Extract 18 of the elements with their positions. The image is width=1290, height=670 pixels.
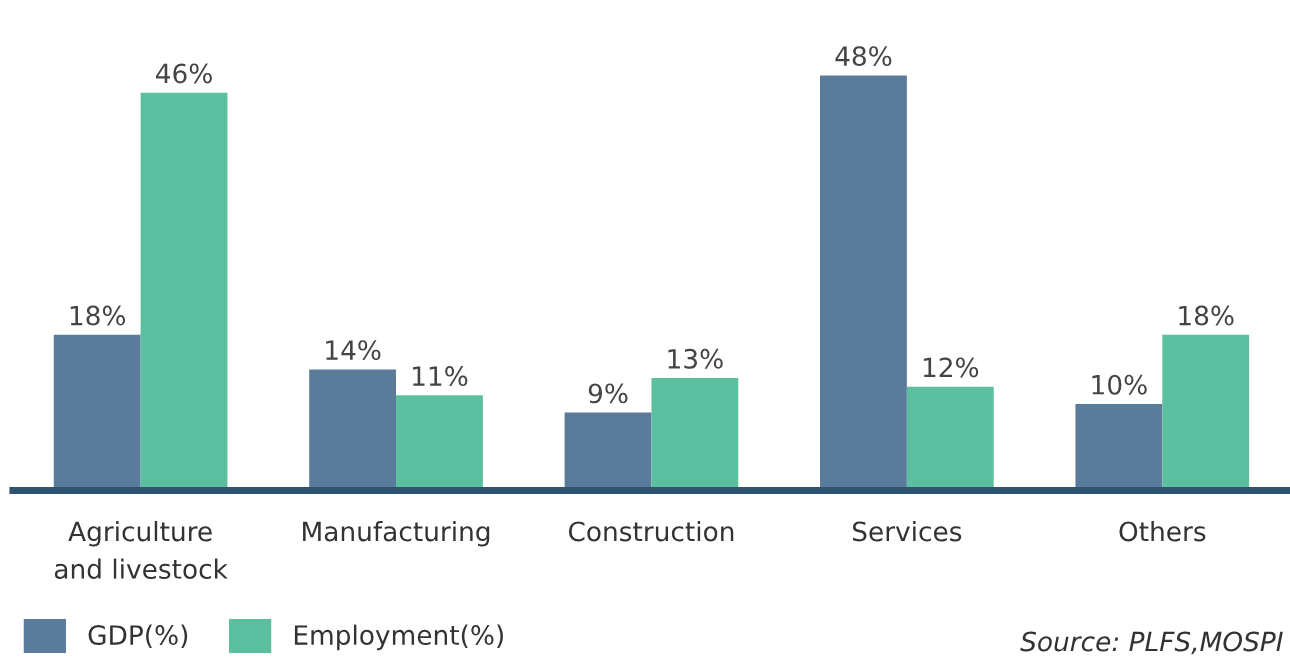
x-tick-label: Agriculture and livestock <box>54 521 228 579</box>
data-label: 14% <box>326 340 381 361</box>
data-label: 9% <box>588 383 628 404</box>
data-label: 13% <box>668 348 723 369</box>
data-label: 46% <box>156 63 212 84</box>
data-label: 18% <box>1179 305 1234 326</box>
legend-label: GDP(%) <box>88 624 188 649</box>
data-label: 18% <box>70 305 126 326</box>
data-label: 12% <box>923 357 979 378</box>
data-label: 11% <box>413 366 468 387</box>
source-note: Source: PLFS,MOSPI <box>1020 631 1283 655</box>
x-tick-label: Construction <box>568 521 734 542</box>
legend-label: Employment(%) <box>294 624 503 651</box>
data-label: 10% <box>1092 374 1147 395</box>
x-tick-label: Manufacturing <box>303 521 490 547</box>
x-tick-label: Services <box>852 521 962 542</box>
data-label: 48% <box>835 46 892 67</box>
x-tick-label: Others <box>1119 521 1206 542</box>
